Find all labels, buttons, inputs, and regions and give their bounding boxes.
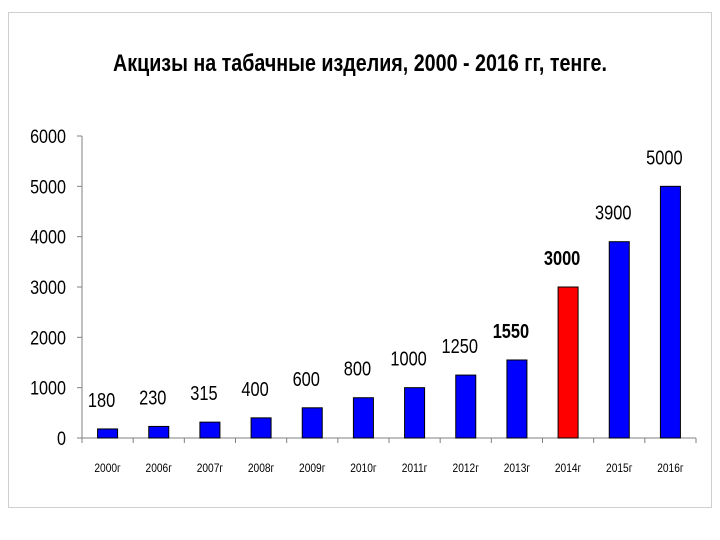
y-tick-label: 3000 bbox=[30, 277, 66, 299]
bar-2009г bbox=[301, 407, 323, 439]
bar-2008г bbox=[250, 417, 272, 439]
axes: 0 1000 2000 3000 4000 5000 6000 2000г 2006г 2007г… bbox=[30, 126, 697, 475]
data-label: 180 bbox=[88, 388, 115, 411]
y-tick-label: 6000 bbox=[30, 126, 66, 148]
x-tick-label: 2006г bbox=[146, 462, 172, 475]
y-tick-label: 0 bbox=[57, 428, 66, 450]
x-tick-label: 2011г bbox=[402, 462, 428, 475]
bars-group bbox=[97, 185, 681, 439]
y-tick-label: 1000 bbox=[30, 377, 66, 399]
data-labels-group: 180 230 315 400 600 800 1000 1250 1550 3000 3900 50… bbox=[88, 146, 683, 412]
x-tick-label: 2016г bbox=[657, 462, 683, 475]
bar-2006г bbox=[148, 425, 170, 439]
bar-2015г bbox=[608, 241, 630, 439]
y-tick-label: 5000 bbox=[30, 176, 66, 198]
x-tick-label: 2014г bbox=[555, 462, 581, 475]
x-tick-label: 2008г bbox=[248, 462, 274, 475]
bar-2014г bbox=[557, 286, 579, 439]
data-label: 600 bbox=[293, 367, 320, 390]
data-label: 1550 bbox=[493, 319, 529, 342]
data-label: 400 bbox=[241, 377, 268, 400]
x-tick-label: 2000г bbox=[94, 462, 120, 475]
bar-2000г bbox=[97, 428, 119, 439]
x-tick-label: 2010г bbox=[350, 462, 376, 475]
data-label: 3000 bbox=[544, 246, 580, 269]
bar-2016г bbox=[659, 185, 681, 439]
y-tick-label: 2000 bbox=[30, 327, 66, 349]
data-label: 1000 bbox=[390, 347, 426, 370]
chart-frame bbox=[8, 12, 712, 508]
bar-2013г bbox=[506, 359, 528, 439]
bar-2011г bbox=[404, 387, 426, 439]
bar-2012г bbox=[455, 374, 477, 439]
data-label: 3900 bbox=[595, 201, 631, 224]
x-tick-label: 2012г bbox=[453, 462, 479, 475]
data-label: 315 bbox=[190, 382, 217, 405]
bar-2007г bbox=[199, 421, 221, 439]
bar-2010г bbox=[352, 397, 374, 439]
chart-title: Акцизы на табачные изделия, 2000 - 2016 … bbox=[113, 50, 607, 77]
x-tick-label: 2007г bbox=[197, 462, 223, 475]
data-label: 800 bbox=[344, 357, 371, 380]
data-label: 1250 bbox=[442, 334, 478, 357]
x-tick-label: 2013г bbox=[504, 462, 530, 475]
x-tick-label: 2015г bbox=[606, 462, 632, 475]
data-label: 5000 bbox=[646, 146, 682, 169]
data-label: 230 bbox=[139, 386, 166, 409]
x-tick-label: 2009г bbox=[299, 462, 325, 475]
y-tick-label: 4000 bbox=[30, 226, 66, 248]
